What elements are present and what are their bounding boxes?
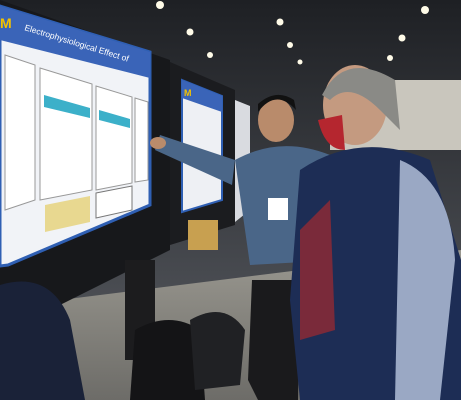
poster-logo: M <box>0 15 12 31</box>
poster-figures <box>4 54 149 232</box>
backpacks <box>130 312 245 400</box>
foreground-person <box>0 281 85 400</box>
listener <box>290 65 461 400</box>
poster-logo: M <box>184 88 192 98</box>
poster-header <box>182 80 222 112</box>
poster <box>181 78 223 214</box>
ceiling-lights <box>156 1 429 65</box>
poster-header <box>0 6 150 78</box>
visitor <box>188 220 218 250</box>
